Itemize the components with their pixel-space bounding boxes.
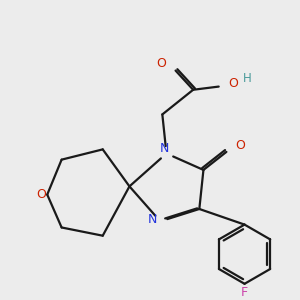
Text: O: O — [236, 139, 245, 152]
Text: H: H — [243, 72, 252, 85]
Text: N: N — [148, 213, 158, 226]
Text: O: O — [229, 77, 238, 90]
Text: O: O — [36, 188, 46, 201]
Text: O: O — [157, 57, 166, 70]
Text: N: N — [160, 142, 169, 155]
Text: F: F — [241, 286, 248, 299]
